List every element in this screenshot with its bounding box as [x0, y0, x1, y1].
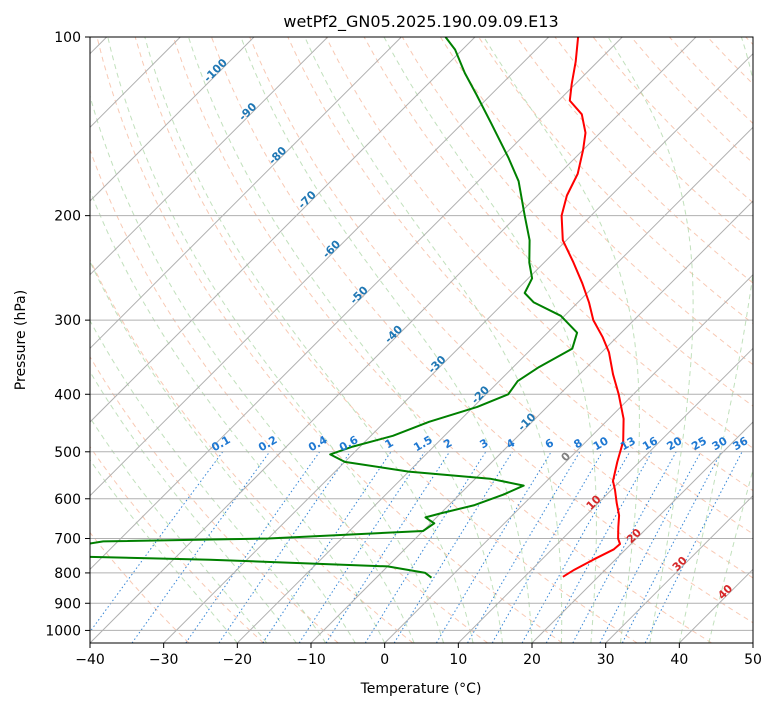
moist-adiabat: [483, 37, 640, 643]
sounding-curves: [90, 37, 625, 579]
isotherm: [90, 37, 550, 497]
y-tick-label: 1000: [45, 623, 81, 639]
isotherm: [90, 37, 402, 350]
moist-adiabat: [240, 37, 533, 643]
y-tick-label: 600: [54, 492, 81, 508]
moist-adiabat: [90, 189, 386, 643]
moist-adiabat: [90, 260, 356, 643]
moist-adiabat: [90, 458, 238, 643]
isotherm: [90, 37, 697, 643]
mixing-ratio-line: [325, 451, 451, 643]
dry-adiabat: [439, 37, 753, 366]
isotherm: [457, 347, 753, 643]
moist-adiabat: [188, 37, 503, 643]
isotherm: [90, 37, 255, 202]
mixing-ratio-line: [435, 451, 552, 643]
dry-adiabat: [90, 531, 190, 643]
moist-adiabat: [90, 416, 268, 643]
moist-adiabat: [107, 37, 445, 643]
x-tick-label: −20: [223, 652, 253, 668]
isotherm: [163, 52, 753, 643]
dry-adiabat: [401, 37, 753, 407]
dry-adiabat: [516, 37, 753, 284]
isotherm: [384, 273, 753, 643]
moist-adiabat: [90, 370, 297, 643]
y-tick-label: 100: [54, 30, 81, 46]
moist-adiabat: [144, 37, 474, 643]
dry-adiabat: [249, 37, 753, 579]
x-tick-label: 0: [380, 652, 389, 668]
y-tick-label: 200: [54, 209, 81, 225]
mixing-ratio-line: [364, 451, 487, 643]
moist-adiabat: [383, 37, 597, 643]
isotherm: [310, 200, 753, 643]
mixing-ratio-line: [644, 451, 743, 643]
y-axis-label: Pressure (hPa): [13, 290, 29, 390]
x-tick-label: 10: [449, 652, 467, 668]
dry-adiabat: [211, 37, 753, 624]
isotherm: [90, 37, 329, 276]
dry-adiabat: [90, 148, 488, 643]
isotherm: [90, 37, 476, 423]
y-tick-label: 700: [54, 532, 81, 548]
mixing-ratio-line: [545, 451, 653, 643]
dry-adiabat: [90, 355, 339, 643]
mixing-ratio-line: [572, 451, 677, 643]
background-lines: [90, 37, 753, 643]
dewpoint-line: [90, 37, 579, 579]
y-tick-label: 800: [54, 566, 81, 582]
chart-title: wetPf2_GN05.2025.190.09.09.E13: [283, 12, 558, 32]
x-tick-label: −30: [149, 652, 179, 668]
mixing-ratio-line: [131, 451, 271, 643]
y-tick-label: 400: [54, 387, 81, 403]
y-tick-label: 300: [54, 313, 81, 329]
mixing-ratio-line: [185, 451, 321, 643]
dry-adiabat: [96, 37, 563, 643]
dry-adiabat: [134, 37, 638, 643]
isotherm: [531, 421, 753, 643]
mixing-ratio-line: [90, 451, 224, 633]
x-axis: −40 −30 −20 −10 0 10 20 30 40 50: [75, 643, 762, 668]
mixing-ratio-line: [218, 451, 351, 643]
isotherm: [605, 494, 753, 643]
plot-frame: [89, 36, 754, 644]
y-axis: 100 200 300 400 500 600 700 800 900 1000: [45, 30, 90, 639]
temperature-line: [560, 37, 625, 578]
mixing-ratio-line: [599, 451, 702, 643]
dry-adiabat: [172, 37, 712, 643]
x-tick-label: −40: [75, 652, 105, 668]
x-tick-label: 50: [744, 652, 762, 668]
x-tick-label: 30: [597, 652, 615, 668]
dry-adiabat: [90, 445, 264, 643]
y-tick-label: 500: [54, 445, 81, 461]
isotherm: [236, 126, 753, 643]
x-tick-label: −10: [296, 652, 326, 668]
x-tick-label: 40: [670, 652, 688, 668]
mixing-ratio-line: [521, 451, 631, 643]
mixing-ratio-line: [262, 451, 392, 643]
x-axis-label: Temperature (°C): [360, 681, 482, 697]
moist-adiabat: [607, 37, 694, 643]
y-tick-label: 900: [54, 596, 81, 612]
moist-adiabat: [304, 37, 563, 643]
x-tick-label: 20: [523, 652, 541, 668]
